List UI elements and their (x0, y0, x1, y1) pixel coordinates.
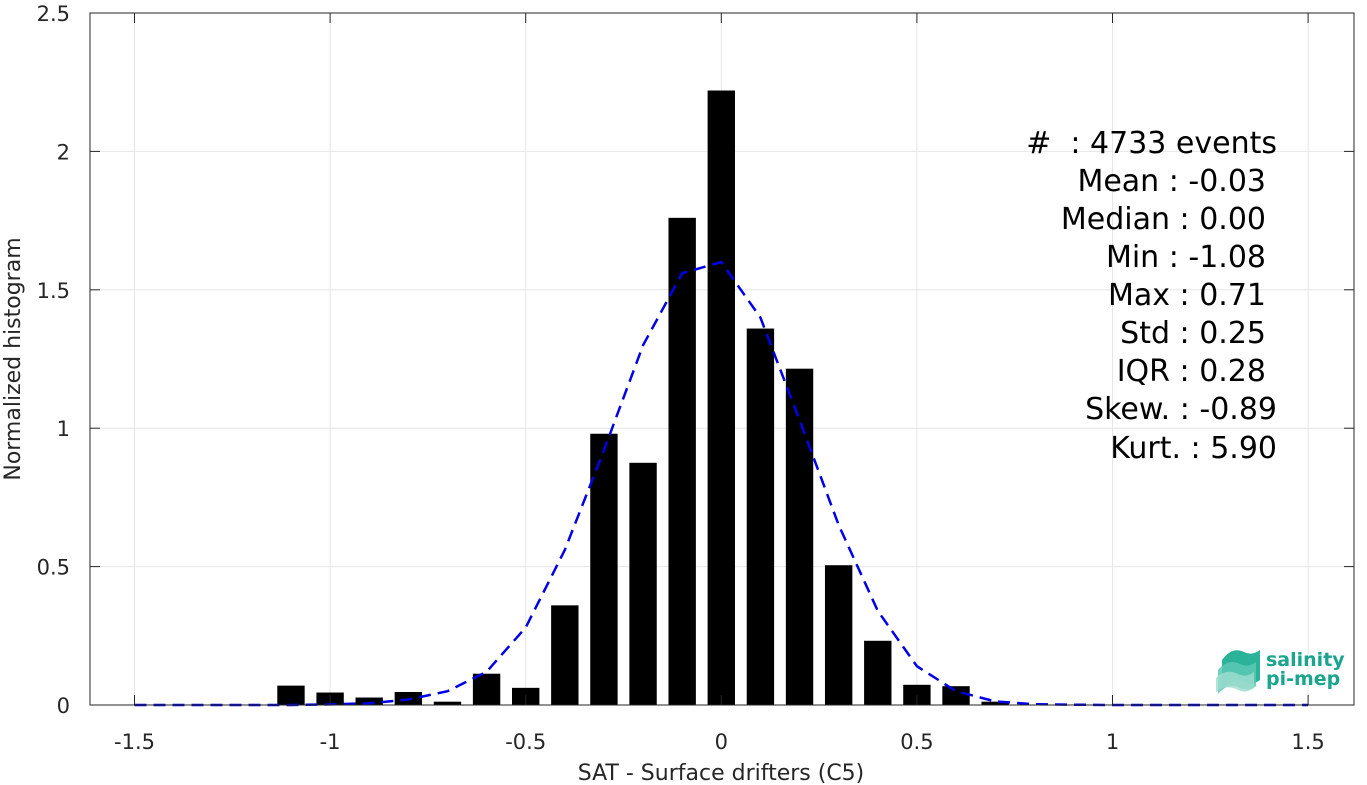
x-tick-label: 0.5 (900, 730, 933, 754)
stats-iqr: IQR : 0.28 (1117, 354, 1266, 389)
y-tick-label: 0 (57, 694, 70, 718)
x-tick-label: 1.5 (1291, 730, 1324, 754)
histogram-bar (707, 90, 735, 705)
histogram-bar (551, 605, 579, 705)
histogram-bar (981, 701, 1009, 705)
histogram-bar (355, 697, 383, 705)
x-tick-label: 1 (1106, 730, 1119, 754)
logo-text-salinity: salinity (1266, 649, 1345, 671)
stats-kurt: Kurt. : 5.90 (1110, 431, 1277, 466)
x-axis-label: SAT - Surface drifters (C5) (578, 761, 865, 785)
x-tick-labels: -1.5 -1 -0.5 0 0.5 1 1.5 (114, 730, 1325, 754)
histogram-bar (942, 686, 970, 705)
stats-min: Min : -1.08 (1106, 240, 1266, 275)
histogram-bar (472, 673, 501, 705)
wave-logo-icon (1216, 650, 1260, 694)
stats-box: # : 4733 events Mean : -0.03 Median : 0.… (1026, 126, 1277, 466)
histogram-bar (903, 684, 931, 705)
stats-median: Median : 0.00 (1061, 202, 1266, 237)
salinity-pi-mep-logo: salinity pi-mep (1216, 649, 1345, 694)
histogram-bar (864, 640, 892, 705)
x-tick-label: -1 (320, 730, 341, 754)
histogram-bar (785, 368, 814, 705)
histogram-bar (590, 433, 618, 705)
y-tick-label: 1 (57, 417, 70, 441)
histogram-bar (277, 685, 305, 705)
logo-text-pi-mep: pi-mep (1266, 668, 1340, 690)
histogram-bars (277, 90, 1009, 705)
y-tick-label: 2.5 (37, 2, 70, 26)
axis-ticks (90, 12, 1354, 706)
histogram-bar (433, 701, 462, 705)
histogram-bar (746, 328, 775, 705)
y-axis-label: Normalized histogram (1, 237, 26, 480)
histogram-bar (824, 565, 853, 705)
histogram-bar (668, 217, 696, 705)
y-tick-label: 1.5 (37, 279, 70, 303)
x-tick-label: -0.5 (505, 730, 546, 754)
stats-max: Max : 0.71 (1108, 278, 1266, 313)
x-tick-label: -1.5 (114, 730, 155, 754)
histogram-bar (629, 462, 657, 705)
y-tick-label: 0.5 (37, 556, 70, 580)
stats-std: Std : 0.25 (1120, 316, 1266, 351)
y-tick-labels: 0 0.5 1 1.5 2 2.5 (37, 2, 70, 718)
plot-frame (89, 12, 1355, 706)
stats-events: # : 4733 events (1026, 126, 1277, 161)
stats-mean: Mean : -0.03 (1077, 164, 1266, 199)
stats-skew: Skew. : -0.89 (1085, 392, 1277, 427)
x-tick-label: 0 (715, 730, 728, 754)
y-tick-label: 2 (57, 140, 70, 164)
